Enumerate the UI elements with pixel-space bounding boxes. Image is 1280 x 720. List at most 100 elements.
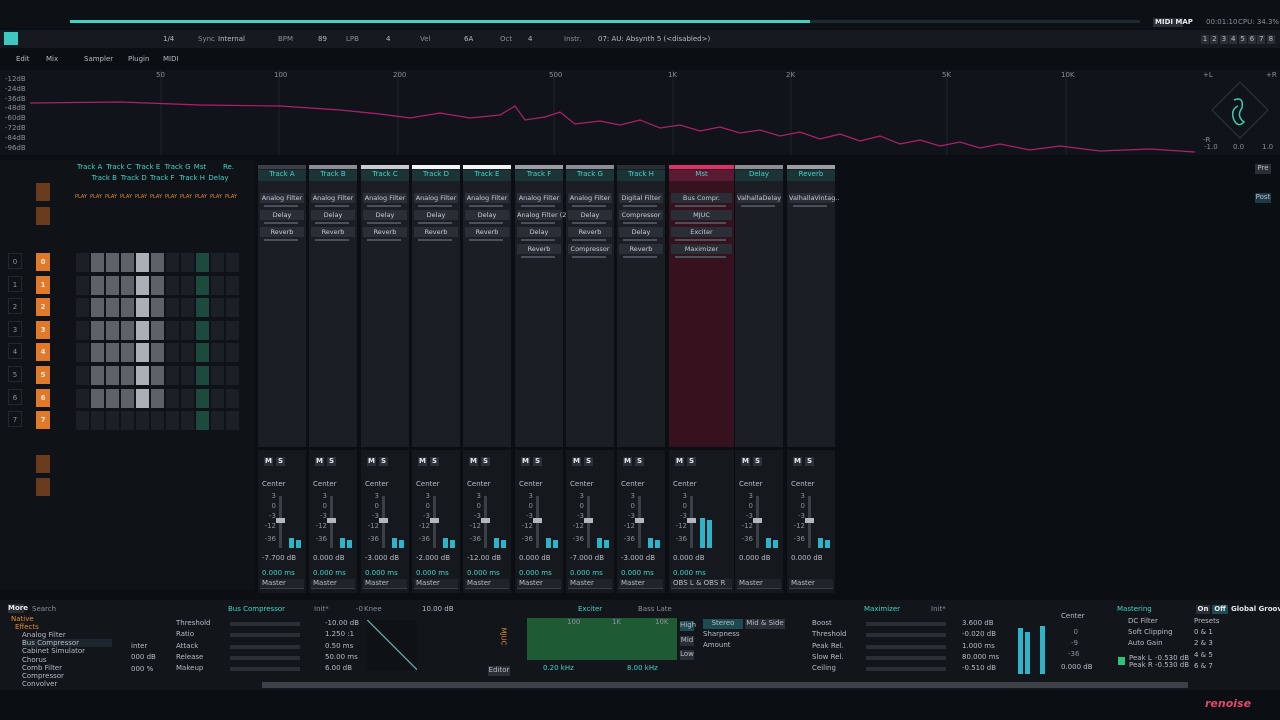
device-slot[interactable]: Maximizer	[671, 244, 732, 254]
fader-knob[interactable]	[584, 518, 593, 523]
exciter-band[interactable]: High	[680, 621, 697, 631]
matrix-cell[interactable]	[151, 366, 164, 385]
groove-on[interactable]: On	[1196, 605, 1210, 614]
matrix-cell[interactable]	[151, 275, 164, 295]
solo-button[interactable]: S	[805, 457, 814, 466]
octave-button[interactable]: 5	[1238, 35, 1247, 44]
matrix-cell[interactable]	[76, 320, 89, 340]
device-slot[interactable]: Bus Compr.	[671, 193, 732, 203]
matrix-cell[interactable]	[181, 275, 194, 295]
toolbar-instrument[interactable]: 07: AU: Absynth 5 (<disabled>)	[598, 35, 711, 43]
matrix-cell[interactable]	[226, 253, 239, 272]
matrix-cell[interactable]	[76, 411, 89, 431]
solo-button[interactable]: S	[635, 457, 644, 466]
output-select[interactable]: Master	[465, 579, 509, 589]
exciter-mode[interactable]: Mid & Side	[745, 619, 785, 629]
matrix-cell[interactable]	[121, 320, 134, 340]
device-slot[interactable]: Delay	[414, 210, 458, 220]
matrix-cell[interactable]	[151, 253, 164, 272]
matrix-cell[interactable]	[166, 411, 179, 431]
solo-button[interactable]: S	[379, 457, 388, 466]
matrix-cell[interactable]	[196, 275, 209, 295]
output-select[interactable]: Master	[414, 579, 458, 589]
strip-name[interactable]: Track F	[515, 170, 563, 181]
solo-button[interactable]: S	[533, 457, 542, 466]
octave-button[interactable]: 7	[1257, 35, 1266, 44]
matrix-cell[interactable]	[91, 343, 104, 363]
mute-button[interactable]: M	[315, 457, 324, 466]
post-button[interactable]: Post	[1255, 193, 1271, 203]
view-tab[interactable]: Plugin	[128, 55, 150, 63]
matrix-cell[interactable]	[181, 253, 194, 272]
matrix-cell[interactable]	[151, 388, 164, 408]
strip-name[interactable]: Track H	[617, 170, 665, 181]
matrix-cell[interactable]	[106, 366, 119, 385]
matrix-cell[interactable]	[136, 366, 149, 385]
matrix-cell[interactable]	[196, 366, 209, 385]
device-slot[interactable]: Reverb	[568, 227, 612, 237]
output-select[interactable]: Master	[363, 579, 407, 589]
matrix-cell[interactable]	[226, 275, 239, 295]
device-slot[interactable]: Reverb	[363, 227, 407, 237]
mute-button[interactable]: M	[521, 457, 530, 466]
matrix-cell[interactable]	[151, 343, 164, 363]
fader-knob[interactable]	[533, 518, 542, 523]
device-slot[interactable]: Delay	[465, 210, 509, 220]
strip-name[interactable]: Delay	[735, 170, 783, 181]
strip-name[interactable]: Track B	[309, 170, 357, 181]
matrix-cell[interactable]	[181, 366, 194, 385]
matrix-cell[interactable]	[211, 411, 224, 431]
matrix-cell[interactable]	[166, 388, 179, 408]
output-select[interactable]: Master	[619, 579, 663, 589]
browser-more[interactable]: More	[8, 604, 28, 613]
matrix-cell[interactable]	[106, 411, 119, 431]
output-select[interactable]: Master	[737, 579, 781, 589]
matrix-cell[interactable]	[91, 298, 104, 318]
matrix-cell[interactable]	[91, 275, 104, 295]
mastering-option[interactable]: DC Filter	[1128, 617, 1158, 625]
fader-knob[interactable]	[276, 518, 285, 523]
matrix-cell[interactable]	[76, 343, 89, 363]
matrix-cell[interactable]	[106, 253, 119, 272]
matrix-cell[interactable]	[181, 411, 194, 431]
solo-button[interactable]: S	[276, 457, 285, 466]
solo-button[interactable]: S	[327, 457, 336, 466]
device-slot[interactable]: Delay	[260, 210, 304, 220]
device-slot[interactable]: Analog Filter	[568, 193, 612, 203]
device-slot[interactable]: Delay	[619, 227, 663, 237]
matrix-cell[interactable]	[121, 253, 134, 272]
device-slot[interactable]: Delay	[311, 210, 355, 220]
matrix-cell[interactable]	[76, 366, 89, 385]
matrix-cell[interactable]	[121, 275, 134, 295]
browser-item[interactable]: Comb Filter	[22, 663, 62, 672]
solo-button[interactable]: S	[584, 457, 593, 466]
strip-name[interactable]: Track G	[566, 170, 614, 181]
solo-button[interactable]: S	[687, 457, 696, 466]
matrix-cell[interactable]	[121, 411, 134, 431]
matrix-cell[interactable]	[211, 253, 224, 272]
matrix-cell[interactable]	[151, 298, 164, 318]
matrix-cell[interactable]	[166, 366, 179, 385]
matrix-cell[interactable]	[76, 253, 89, 272]
matrix-cell[interactable]	[181, 298, 194, 318]
matrix-cell[interactable]	[226, 366, 239, 385]
matrix-cell[interactable]	[151, 411, 164, 431]
device-slot[interactable]: Analog Filter	[363, 193, 407, 203]
view-tab[interactable]: Sampler	[84, 55, 114, 63]
solo-button[interactable]: S	[430, 457, 439, 466]
octave-button[interactable]: 3	[1219, 35, 1228, 44]
strip-name[interactable]: Mst	[669, 170, 734, 181]
mute-button[interactable]: M	[623, 457, 632, 466]
strip-name[interactable]: Track A	[258, 170, 306, 181]
octave-button[interactable]: 8	[1266, 35, 1275, 44]
view-tab[interactable]: MIDI	[163, 55, 179, 63]
mjuc-editor[interactable]: Editor	[488, 666, 510, 676]
device-slot[interactable]: Compressor	[619, 210, 663, 220]
matrix-cell[interactable]	[136, 275, 149, 295]
device-slot[interactable]: Analog Filter	[465, 193, 509, 203]
output-select[interactable]: Master	[789, 579, 833, 589]
octave-button[interactable]: 6	[1248, 35, 1256, 44]
play-button[interactable]	[4, 32, 18, 45]
matrix-cell[interactable]	[91, 253, 104, 272]
fader-knob[interactable]	[805, 518, 814, 523]
